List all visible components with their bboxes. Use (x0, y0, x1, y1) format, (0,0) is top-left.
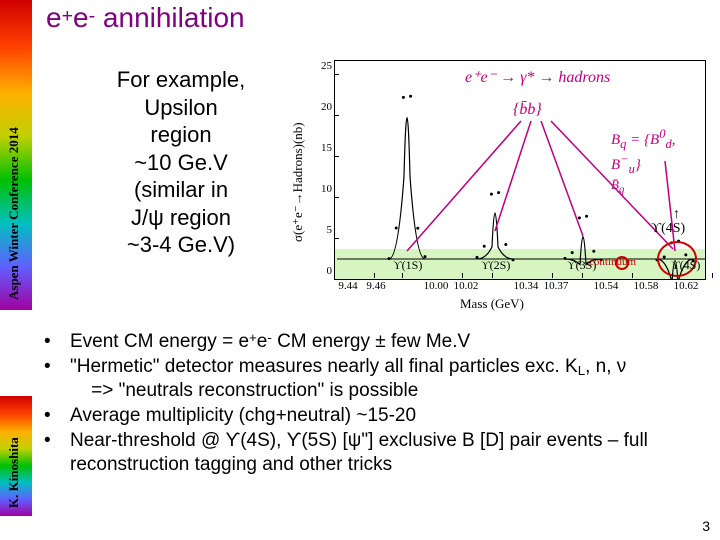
y-tick: 5 (312, 224, 332, 236)
example-description: For example,Upsilonregion~10 Ge.V(simila… (86, 66, 276, 259)
bullet-item: •Near-threshold @ ϒ(4S), ϒ(5S) [ψ"] excl… (44, 429, 704, 478)
cross-section-chart: σ(e⁺e⁻→Hadrons)(nb) Mass (GeV) e⁺e⁻ → γ*… (290, 52, 708, 312)
chart-y-label: σ(e⁺e⁻→Hadrons)(nb) (290, 122, 306, 242)
page-title: e+e- annihilation (46, 2, 245, 34)
page-number: 3 (702, 518, 710, 534)
author-label: K. Kinoshita (6, 437, 22, 508)
formula-bb: {b̄b} (513, 101, 542, 119)
y-tick: 20 (312, 101, 332, 113)
bullet-item: •"Hermetic" detector measures nearly all… (44, 355, 704, 404)
formula-process: e⁺e⁻ → γ* → hadrons (465, 67, 610, 87)
x-tick: 10.02 (448, 280, 484, 292)
y-tick: 15 (312, 142, 332, 154)
peak-label: ϒ(4S) (671, 258, 700, 273)
y-tick: 25 (312, 60, 332, 72)
conference-label: Aspen Winter Conference 2014 (6, 127, 22, 300)
x-tick: 10.62 (668, 280, 704, 292)
y-tick: 0 (312, 265, 332, 277)
chart-frame: e⁺e⁻ → γ* → hadrons {b̄b} Bq = {B0d, B−u… (334, 60, 706, 280)
peak-label: ϒ(3S) (567, 258, 596, 273)
bullet-item: •Average multiplicity (chg+neutral) ~15-… (44, 404, 704, 429)
x-tick: 10.54 (588, 280, 624, 292)
bullet-list: •Event CM energy = e+e- CM energy ± few … (44, 330, 704, 478)
x-tick: 10.37 (538, 280, 574, 292)
peak-label: ϒ(2S) (481, 258, 510, 273)
peak-label: ϒ(1S) (393, 258, 422, 273)
formula-bq: Bq = {B0d, B−u}B̄q (611, 127, 705, 196)
y-tick: 10 (312, 183, 332, 195)
chart-x-label: Mass (GeV) (460, 296, 524, 312)
bullet-item: •Event CM energy = e+e- CM energy ± few … (44, 330, 704, 355)
x-tick: 9.46 (358, 280, 394, 292)
x-tick: 10.58 (628, 280, 664, 292)
y4s-annotation: ϒ(4S) (651, 221, 685, 237)
